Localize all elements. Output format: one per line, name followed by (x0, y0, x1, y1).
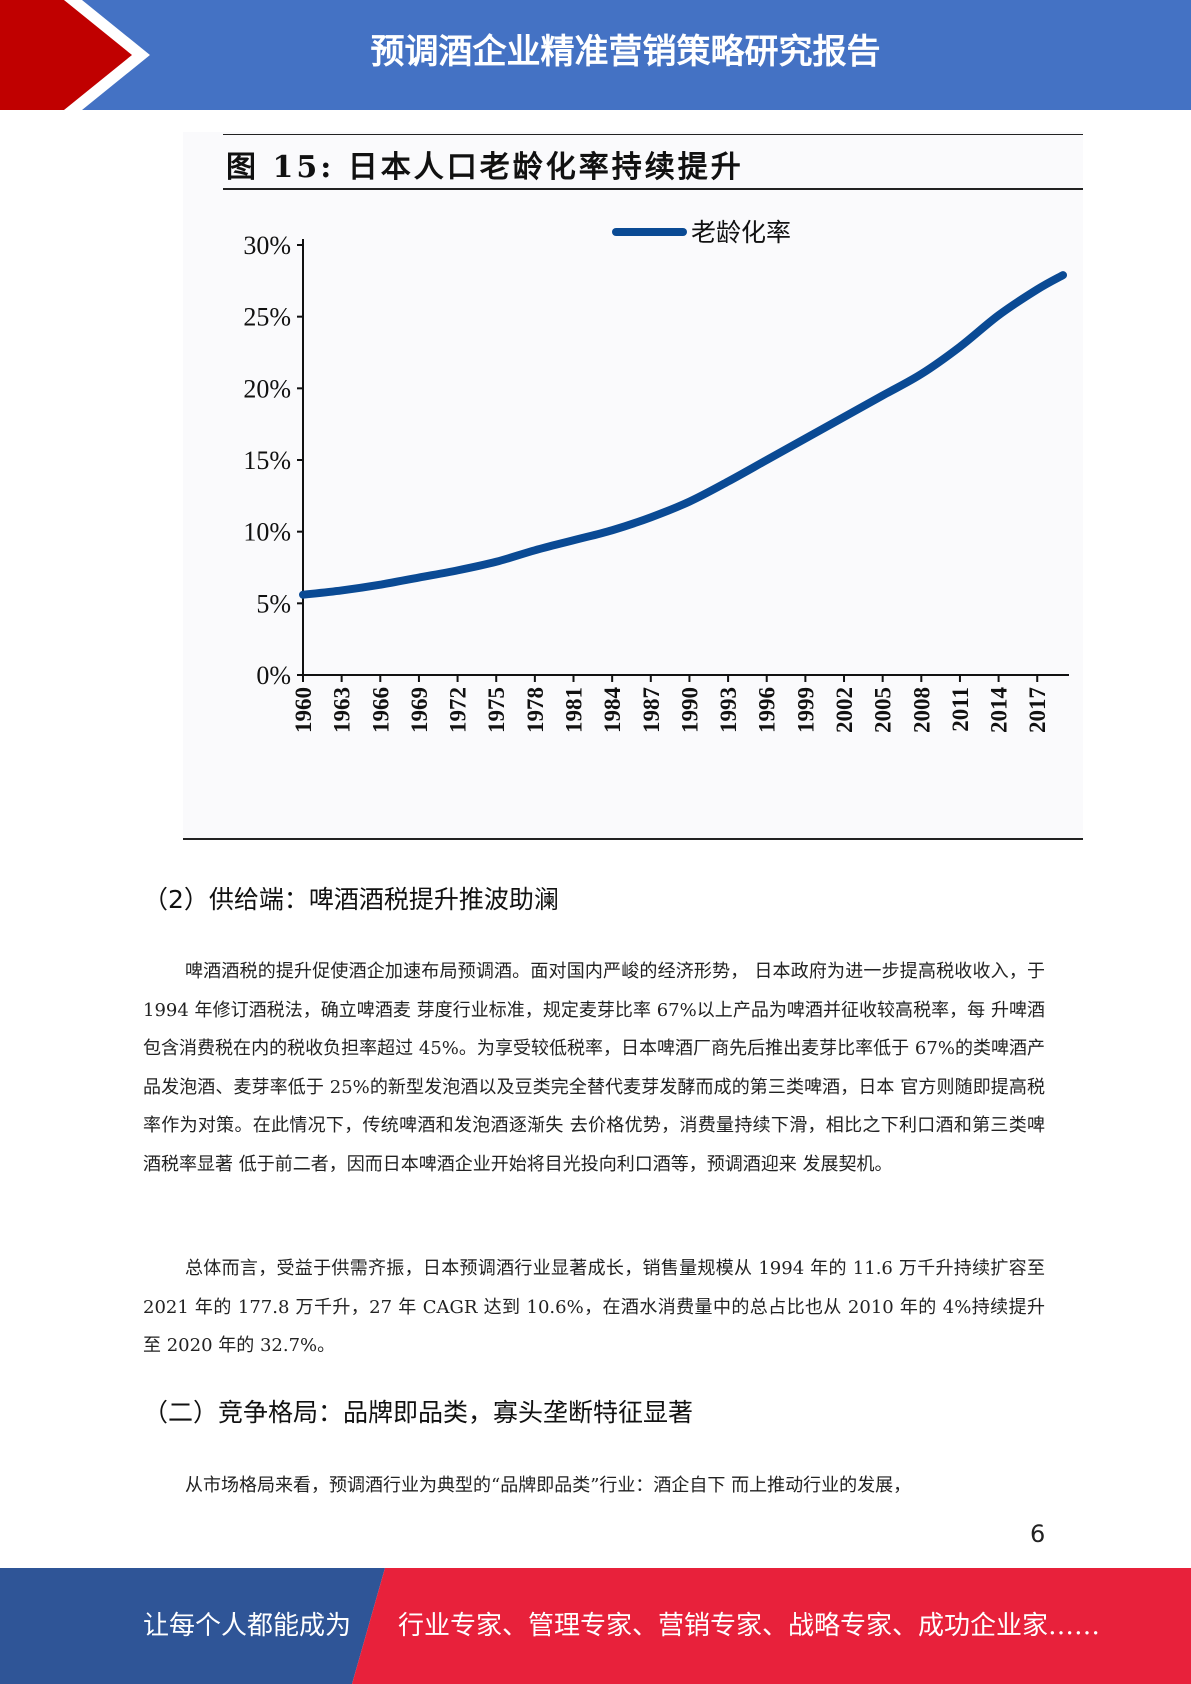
x-tick-label: 1981 (562, 687, 587, 733)
paragraph-beer-tax: 啤酒酒税的提升促使酒企加速布局预调酒。面对国内严峻的经济形势， 日本政府为进一步… (143, 961, 1045, 1175)
page-number: 6 (1030, 1520, 1046, 1548)
y-tick-label: 0% (256, 661, 291, 690)
footer-slogan-right: 行业专家、管理专家、营销专家、战略专家、成功企业家…… (398, 1611, 1101, 1641)
page-footer: 让每个人都能成为 行业专家、管理专家、营销专家、战略专家、成功企业家…… (0, 1568, 1191, 1684)
footer-background (0, 1568, 1191, 1684)
x-tick-label: 1987 (639, 687, 664, 733)
y-tick-label: 20% (243, 374, 291, 403)
y-tick-label: 25% (243, 303, 291, 332)
figure-rule-bottom (183, 838, 1083, 840)
x-tick-label: 2008 (909, 687, 934, 733)
legend-label: 老龄化率 (691, 218, 791, 247)
page-header: 预调酒企业精准营销策略研究报告 (0, 0, 1191, 110)
x-tick-label: 1969 (407, 687, 432, 733)
x-tick-label: 2002 (832, 687, 857, 733)
x-tick-label: 1996 (755, 687, 780, 733)
x-tick-label: 1963 (330, 687, 355, 733)
x-tick-label: 1990 (677, 687, 702, 733)
x-tick-label: 1960 (291, 687, 316, 733)
figure-rule-mid (223, 188, 1083, 190)
paragraph-growth-summary: 总体而言，受益于供需齐振，日本预调酒行业显著成长，销售量规模从 1994 年的 … (143, 1258, 1045, 1356)
aging-rate-line-chart: 0% 5% 10% 15% 20% 25% 30% 1960 1963 1966 1969 1972 1… (243, 218, 1069, 734)
y-tick-label: 30% (243, 231, 291, 260)
series-line-aging-rate (299, 271, 1067, 599)
figure-title: 图 15: 日本人口老龄化率持续提升 (226, 150, 744, 185)
y-tick-label: 15% (243, 446, 291, 475)
x-tick-label: 1966 (368, 687, 393, 733)
x-tick-label: 2017 (1025, 687, 1050, 733)
x-tick-label: 1978 (523, 687, 548, 733)
x-tick-label: 1984 (600, 687, 625, 734)
x-tick-label: 1993 (716, 687, 741, 733)
paragraph-market-structure: 从市场格局来看，预调酒行业为典型的“品牌即品类”行业：酒企自下 而上推动行业的发… (185, 1475, 912, 1496)
x-tick-label: 2014 (987, 687, 1012, 734)
y-tick-label: 10% (243, 518, 291, 547)
header-arrow-shape (0, 0, 150, 110)
x-tick-label: 1975 (484, 687, 509, 733)
figure-15: 图 15: 日本人口老龄化率持续提升 0% 5% 10% 15% 20% 25% 30% 19… (183, 132, 1083, 840)
x-tick-label: 1999 (793, 687, 818, 733)
x-tick-label: 2005 (871, 687, 896, 733)
footer-slogan-left: 让每个人都能成为 (143, 1611, 352, 1641)
figure-rule-top (223, 134, 1083, 135)
x-tick-label: 2011 (948, 687, 973, 732)
x-tick-label: 1972 (446, 687, 471, 733)
report-title: 预调酒企业精准营销策略研究报告 (370, 32, 881, 72)
section-heading-competition: （二）竞争格局：品牌即品类，寡头垄断特征显著 (143, 1398, 694, 1427)
section-heading-supply: （2）供给端：啤酒酒税提升推波助澜 (143, 885, 559, 914)
y-tick-label: 5% (256, 589, 291, 618)
